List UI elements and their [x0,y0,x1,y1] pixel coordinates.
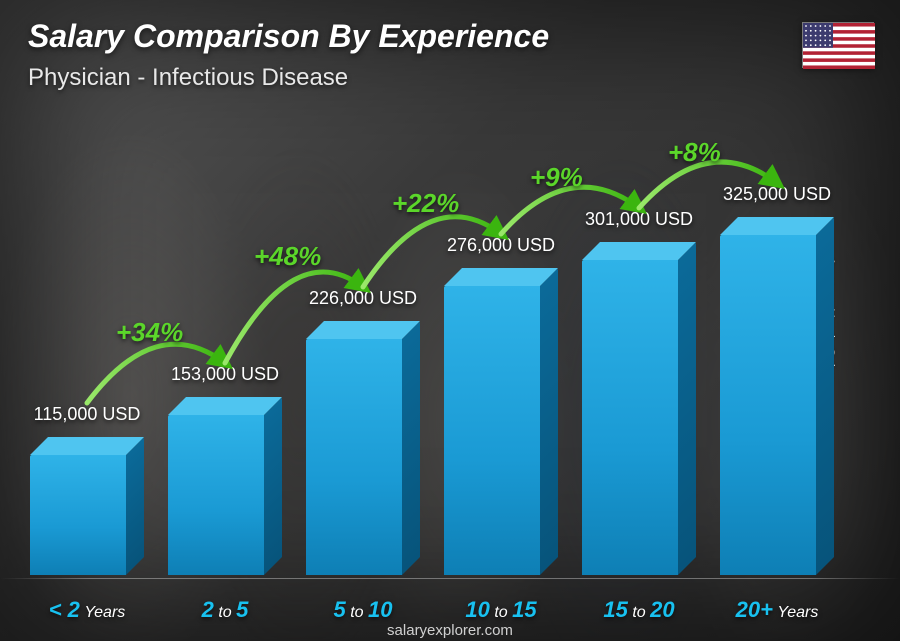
x-label-4: 15 to 20 [582,597,696,623]
x-label-5: 20+ Years [720,597,834,623]
infographic-stage: Salary Comparison By Experience Physicia… [0,0,900,641]
chart-subtitle: Physician - Infectious Disease [28,64,348,92]
growth-arc-5 [30,110,852,575]
flag-us-svg [803,23,875,69]
footer-attribution: salaryexplorer.com [0,622,900,641]
x-label-1: 2 to 5 [168,597,282,623]
x-label-0: < 2 Years [30,597,144,623]
bar-chart: 115,000 USD153,000 USD226,000 USD276,000… [30,110,852,575]
flag-us [802,22,874,68]
growth-pct-5: +8% [668,137,721,168]
baseline-divider [0,578,900,579]
x-axis-labels: < 2 Years 2 to 5 5 to 10 10 to 15 15 to 20 20… [30,583,852,623]
chart-title: Salary Comparison By Experience [28,18,549,55]
x-label-2: 5 to 10 [306,597,420,623]
x-label-3: 10 to 15 [444,597,558,623]
